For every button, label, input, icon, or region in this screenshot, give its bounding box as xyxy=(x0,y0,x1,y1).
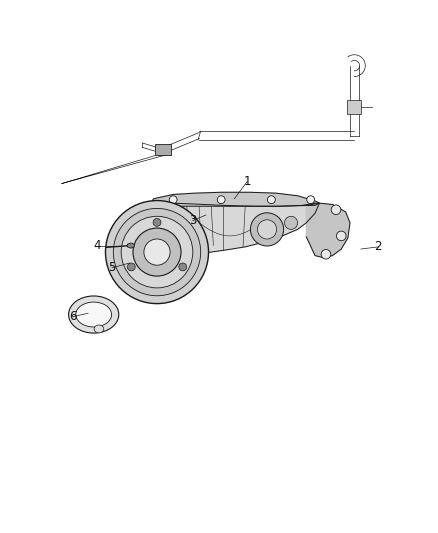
Ellipse shape xyxy=(69,296,119,333)
Text: 1: 1 xyxy=(244,175,251,188)
Circle shape xyxy=(285,216,297,229)
Circle shape xyxy=(331,205,341,215)
Text: 3: 3 xyxy=(189,214,197,227)
Circle shape xyxy=(179,263,187,271)
Text: 6: 6 xyxy=(69,310,77,323)
Circle shape xyxy=(258,220,277,239)
Bar xyxy=(347,100,361,114)
Circle shape xyxy=(251,213,284,246)
Circle shape xyxy=(127,263,135,271)
Ellipse shape xyxy=(94,325,104,333)
Circle shape xyxy=(121,216,193,288)
Text: 4: 4 xyxy=(93,239,100,252)
Circle shape xyxy=(336,231,346,241)
Circle shape xyxy=(153,219,161,227)
Text: 5: 5 xyxy=(108,261,116,274)
Polygon shape xyxy=(127,243,134,248)
Circle shape xyxy=(113,208,201,296)
Bar xyxy=(155,144,171,155)
Text: 2: 2 xyxy=(374,240,382,253)
Ellipse shape xyxy=(76,302,112,327)
Circle shape xyxy=(321,249,331,259)
Circle shape xyxy=(307,196,314,204)
Circle shape xyxy=(106,200,208,304)
Polygon shape xyxy=(151,192,319,206)
Polygon shape xyxy=(306,203,350,258)
Circle shape xyxy=(144,239,170,265)
Circle shape xyxy=(217,196,225,204)
Circle shape xyxy=(133,228,181,276)
Circle shape xyxy=(169,196,177,204)
Polygon shape xyxy=(147,203,319,256)
Circle shape xyxy=(268,196,276,204)
